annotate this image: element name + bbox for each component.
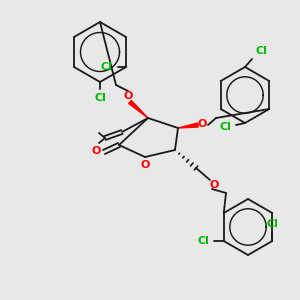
- Text: Cl: Cl: [266, 219, 278, 229]
- Polygon shape: [178, 123, 198, 128]
- Text: Cl: Cl: [219, 122, 231, 132]
- Text: O: O: [123, 91, 133, 101]
- Text: Cl: Cl: [255, 46, 267, 56]
- Text: O: O: [209, 180, 219, 190]
- Polygon shape: [129, 100, 148, 118]
- Text: Cl: Cl: [94, 93, 106, 103]
- Text: Cl: Cl: [198, 236, 210, 246]
- Text: O: O: [197, 119, 207, 129]
- Text: O: O: [91, 146, 101, 156]
- Text: Cl: Cl: [100, 62, 112, 72]
- Text: O: O: [140, 160, 150, 170]
